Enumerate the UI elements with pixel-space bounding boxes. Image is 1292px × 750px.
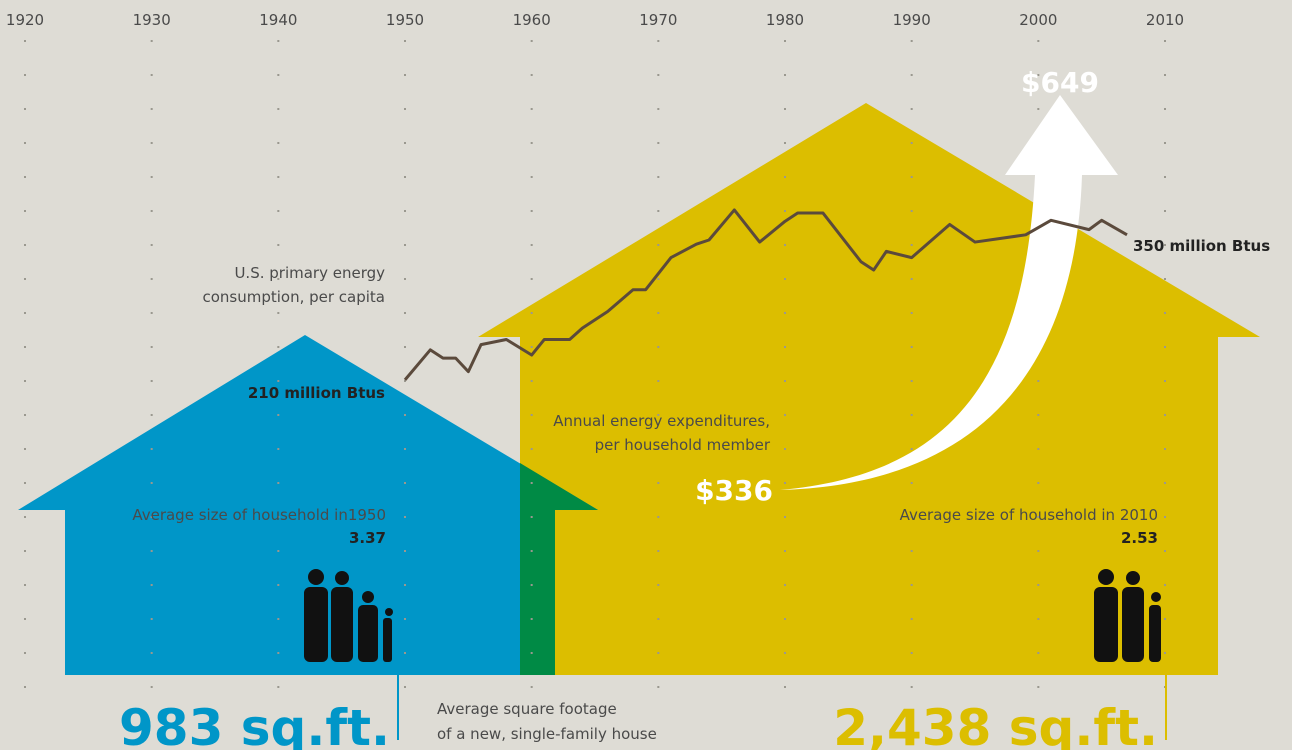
expenditure-label: Annual energy expenditures, (553, 412, 770, 430)
x-tick-label: 1980 (766, 11, 804, 29)
x-tick-label: 1940 (259, 11, 297, 29)
household-2010-label: Average size of household in 2010 (900, 506, 1158, 524)
x-tick-label: 1960 (513, 11, 551, 29)
infographic: U.S. primary energy consumption, per cap… (0, 0, 1292, 750)
x-tick-label: 2000 (1019, 11, 1057, 29)
sqft-label: of a new, single-family house (437, 725, 657, 743)
consumption-label: consumption, per capita (202, 288, 385, 306)
x-tick-label: 1990 (893, 11, 931, 29)
household-2010: 2.53 (1121, 529, 1158, 547)
sqft-1950: 983 sq.ft. (119, 699, 390, 750)
x-tick-label: 2010 (1146, 11, 1184, 29)
consumption-label: U.S. primary energy (234, 264, 385, 282)
expenditure-2010: $649 (1021, 66, 1099, 99)
expenditure-label: per household member (595, 436, 771, 454)
x-tick-label: 1930 (133, 11, 171, 29)
end-label: 350 million Btus (1133, 237, 1270, 255)
page: U.S. primary energy consumption, per cap… (0, 0, 1292, 750)
x-tick-label: 1920 (6, 11, 44, 29)
start-label: 210 million Btus (248, 384, 385, 402)
sqft-2010: 2,438 sq.ft. (833, 699, 1158, 750)
household-1950: 3.37 (349, 529, 386, 547)
x-tick-label: 1950 (386, 11, 424, 29)
x-tick-label: 1970 (639, 11, 677, 29)
sqft-label: Average square footage (437, 700, 617, 718)
household-1950-label: Average size of household in1950 (132, 506, 386, 524)
expenditure-1950: $336 (695, 474, 773, 507)
